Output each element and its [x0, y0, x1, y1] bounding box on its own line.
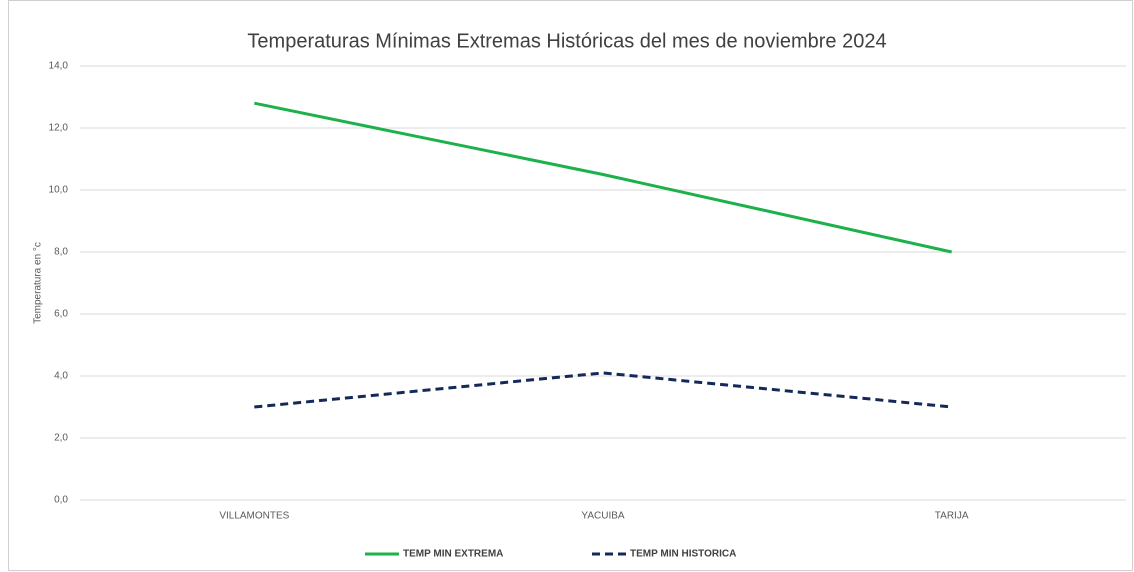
legend: TEMP MIN EXTREMA	[403, 549, 503, 560]
y-tick-label: 10,0	[49, 185, 69, 196]
x-tick-label: YACUIBA	[581, 511, 624, 522]
y-tick-label: 4,0	[54, 371, 68, 382]
y-tick-label: 12,0	[49, 123, 69, 134]
y-axis-label: Temperatura en °c	[33, 242, 44, 324]
series-line	[254, 101, 952, 254]
chart-border	[8, 0, 1133, 571]
y-tick-label: 8,0	[54, 247, 68, 258]
y-tick-label: 6,0	[54, 309, 68, 320]
chart-title: Temperaturas Mínimas Extremas Históricas…	[247, 30, 886, 52]
y-tick-label: 2,0	[54, 433, 68, 444]
y-tick-label: 0,0	[54, 495, 68, 506]
y-tick-label: 14,0	[49, 61, 69, 72]
legend: TEMP MIN HISTORICA	[630, 549, 736, 560]
x-tick-label: TARIJA	[935, 511, 969, 522]
x-tick-label: VILLAMONTES	[219, 511, 289, 522]
